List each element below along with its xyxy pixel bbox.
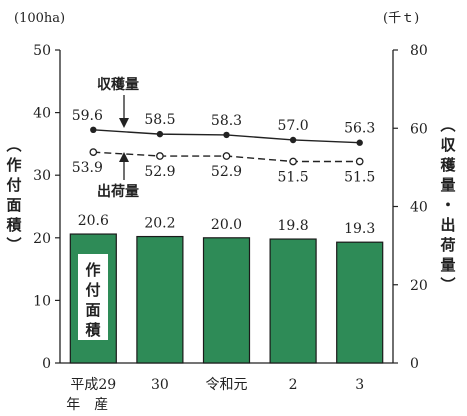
y-left-title-char: ︶ — [5, 236, 21, 254]
shipment-point — [355, 157, 364, 166]
y-left-tick-label: 50 — [33, 43, 51, 59]
bar-value-label: 20.0 — [211, 217, 242, 233]
shipment-arrowhead — [119, 152, 129, 162]
x-tick-label: 2 — [289, 377, 298, 393]
bar — [269, 238, 317, 364]
y-right-title-char: ・ — [440, 196, 455, 214]
shipment-value-label: 52.9 — [211, 164, 242, 180]
x-tick-label: 3 — [355, 377, 364, 393]
y-right-title-char: ︶ — [439, 276, 455, 294]
y-right-title-char: ︵ — [439, 116, 455, 134]
x-tick-label: 平成29 — [70, 377, 116, 393]
y-left-title-char: ︵ — [5, 136, 21, 154]
y-right-tick-label: 40 — [410, 200, 428, 216]
bar-value-label: 19.3 — [344, 221, 375, 237]
shipment-point — [289, 157, 297, 166]
bar — [136, 235, 184, 364]
y-left-tick-label: 0 — [42, 356, 51, 372]
y-left-title-char: 面 — [6, 196, 21, 214]
y-right-title-char: 量 — [440, 176, 455, 194]
harvest-point — [156, 130, 164, 138]
bar-legend-char: 作 — [85, 261, 100, 279]
harvest-value-label: 58.3 — [211, 113, 242, 129]
y-right-tick-label: 0 — [410, 356, 419, 372]
shipment-value-label: 52.9 — [144, 164, 175, 180]
y-left-title-char: 付 — [6, 176, 21, 194]
shipment-point — [222, 152, 231, 160]
y-right-title-char: 量 — [440, 256, 455, 274]
harvest-value-label: 57.0 — [278, 118, 309, 134]
bar-legend-char: 付 — [85, 281, 100, 299]
shipment-value-label: 53.9 — [72, 160, 103, 176]
y-right-tick-label: 80 — [410, 43, 428, 59]
bar-value-label: 19.8 — [278, 218, 309, 234]
shipment-value-label: 51.5 — [344, 170, 375, 186]
bar-value-label: 20.6 — [78, 213, 109, 229]
y-right-title-char: 荷 — [440, 236, 455, 254]
bar — [202, 237, 251, 364]
shipment-value-label: 51.5 — [278, 170, 309, 186]
x-tick-label: 令和元 — [206, 377, 248, 393]
y-left-title-char: 作 — [6, 156, 21, 174]
y-right-tick-label: 20 — [410, 278, 428, 294]
shipment-point — [89, 148, 98, 156]
bar-value-label: 20.2 — [144, 216, 175, 232]
y-left-tick-label: 10 — [33, 293, 51, 309]
y-right-title: ︵収穫量・出荷量︶ — [439, 116, 456, 294]
harvest-point — [90, 126, 97, 134]
y-left-tick-label: 40 — [33, 106, 51, 122]
y-left-tick-label: 20 — [33, 231, 51, 247]
bar — [336, 241, 384, 364]
harvest-point — [289, 136, 297, 144]
bar-legend-char: 積 — [84, 321, 101, 339]
y-left-unit: (100ha) — [14, 11, 65, 26]
y-right-title-char: 収 — [440, 136, 456, 154]
harvest-annotation: 収穫量 — [97, 76, 139, 93]
harvest-point — [356, 139, 363, 146]
y-right-title-char: 穫 — [440, 156, 456, 174]
x-tick-sublabel: 年 産 — [66, 397, 108, 413]
y-right-tick-label: 60 — [410, 121, 428, 137]
bar-legend-box — [78, 254, 108, 340]
y-right-unit: (千ｔ) — [383, 11, 419, 26]
harvest-point — [223, 131, 230, 139]
bar-legend-char: 面 — [85, 301, 100, 319]
shipment-point — [156, 152, 164, 160]
shipment-annotation: 出荷量 — [97, 183, 139, 200]
y-left-tick-label: 30 — [33, 168, 51, 184]
harvest-value-label: 58.5 — [144, 112, 175, 128]
x-tick-label: 30 — [151, 377, 169, 393]
harvest-value-label: 59.6 — [72, 108, 103, 124]
y-right-title-char: 出 — [440, 216, 455, 234]
harvest-arrowhead — [119, 118, 129, 128]
harvest-value-label: 56.3 — [344, 121, 375, 137]
y-left-title-char: 積 — [5, 216, 22, 234]
